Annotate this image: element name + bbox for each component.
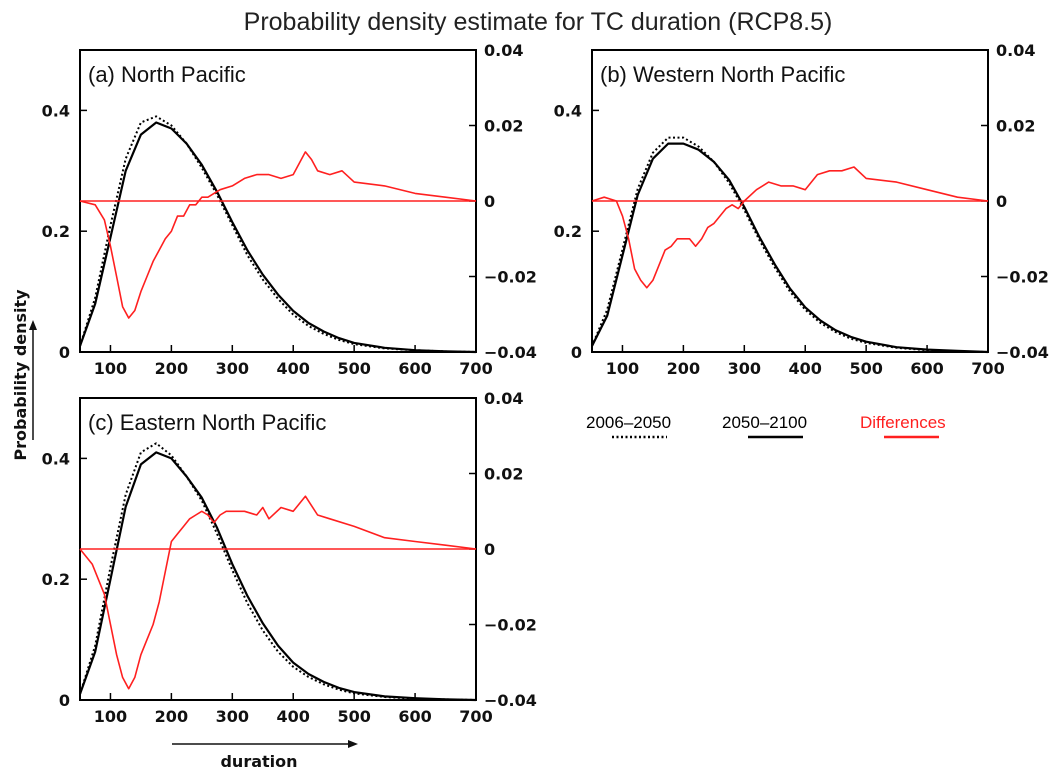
series-line-2050-2100 xyxy=(78,451,477,702)
panel-label: (c) Eastern North Pacific xyxy=(88,410,326,435)
series-line-2050-2100 xyxy=(591,142,989,354)
y2-tick-label: −0.02 xyxy=(484,268,537,287)
y2-tick-label: 0.02 xyxy=(996,117,1035,136)
legend-label-2050-2100: 2050–2100 xyxy=(722,413,807,432)
y2-tick-label: −0.02 xyxy=(996,268,1049,287)
x-tick-label: 500 xyxy=(337,359,370,378)
x-tick-label: 100 xyxy=(94,707,127,726)
y-tick-label: 0.2 xyxy=(554,222,582,241)
panel-western-north-pacific: (b) Western North Pacific 100 200 300 400 500… xyxy=(554,41,1049,378)
y2-tick-label: 0.04 xyxy=(996,41,1035,60)
y-axis-title: Probability density xyxy=(11,289,30,461)
series-line-2050-2100 xyxy=(78,121,477,354)
x-tick-label: 700 xyxy=(459,707,492,726)
y2-tick-label: −0.02 xyxy=(484,616,537,635)
x-tick-label: 200 xyxy=(155,707,188,726)
y2-tick-label: 0.04 xyxy=(484,389,523,408)
y2-tick-label: 0 xyxy=(484,540,495,559)
y-tick-label: 0.2 xyxy=(42,222,70,241)
x-axis-title: duration xyxy=(220,752,297,771)
y-tick-label: 0.2 xyxy=(42,570,70,589)
y-axis-title-group: Probability density xyxy=(11,289,37,461)
x-tick-label: 400 xyxy=(277,359,310,378)
x-tick-label: 300 xyxy=(216,359,249,378)
figure-title: Probability density estimate for TC dura… xyxy=(244,8,833,36)
y-tick-label: 0 xyxy=(59,691,70,710)
x-tick-label: 400 xyxy=(277,707,310,726)
y2-tick-label: −0.04 xyxy=(484,691,537,710)
y2-tick-label: 0 xyxy=(484,192,495,211)
x-tick-label: 500 xyxy=(337,707,370,726)
x-tick-label: 500 xyxy=(849,359,882,378)
y2-tick-label: −0.04 xyxy=(484,343,537,362)
x-tick-label: 300 xyxy=(728,359,761,378)
x-tick-label: 400 xyxy=(789,359,822,378)
x-axis-arrow-head xyxy=(348,740,358,748)
y-axis-arrow-head xyxy=(29,320,37,330)
x-tick-label: 700 xyxy=(971,359,1004,378)
legend-label-differences: Differences xyxy=(860,413,946,432)
y-tick-label: 0.4 xyxy=(42,449,70,468)
x-axis-title-group: duration xyxy=(172,740,358,771)
x-tick-label: 600 xyxy=(398,707,431,726)
series-line-2006-2050 xyxy=(79,115,477,353)
series-line-differences xyxy=(591,166,989,289)
y2-tick-label: 0 xyxy=(996,192,1007,211)
x-tick-label: 100 xyxy=(94,359,127,378)
y-tick-label: 0 xyxy=(571,343,582,362)
legend-item-2050-2100: 2050–2100 xyxy=(722,413,807,439)
y2-tick-label: 0.04 xyxy=(484,41,523,60)
x-tick-label: 600 xyxy=(910,359,943,378)
x-tick-label: 200 xyxy=(155,359,188,378)
x-tick-label: 700 xyxy=(459,359,492,378)
panel-eastern-north-pacific: (c) Eastern North Pacific 100 200 300 400 500… xyxy=(42,389,537,726)
x-tick-label: 200 xyxy=(667,359,700,378)
x-tick-label: 300 xyxy=(216,707,249,726)
legend-item-2006-2050: 2006–2050 xyxy=(586,413,671,439)
legend-item-differences: Differences xyxy=(860,413,946,439)
y-tick-label: 0.4 xyxy=(554,101,582,120)
series-line-2006-2050 xyxy=(591,136,989,353)
y2-tick-label: 0.02 xyxy=(484,117,523,136)
series-line-differences xyxy=(79,151,477,319)
series-line-2006-2050 xyxy=(79,442,477,701)
y-tick-label: 0 xyxy=(59,343,70,362)
series-line-differences xyxy=(79,495,477,690)
y2-tick-label: −0.04 xyxy=(996,343,1049,362)
x-tick-label: 100 xyxy=(606,359,639,378)
x-tick-label: 600 xyxy=(398,359,431,378)
panel-label: (a) North Pacific xyxy=(88,62,246,87)
legend-label-2006-2050: 2006–2050 xyxy=(586,413,671,432)
legend: 2006–2050 2050–2100 Differences xyxy=(586,413,946,439)
y2-tick-label: 0.02 xyxy=(484,465,523,484)
y-tick-label: 0.4 xyxy=(42,101,70,120)
panel-north-pacific: (a) North Pacific 100 200 300 400 500 600 700 0 0… xyxy=(42,41,537,378)
panel-label: (b) Western North Pacific xyxy=(600,62,845,87)
